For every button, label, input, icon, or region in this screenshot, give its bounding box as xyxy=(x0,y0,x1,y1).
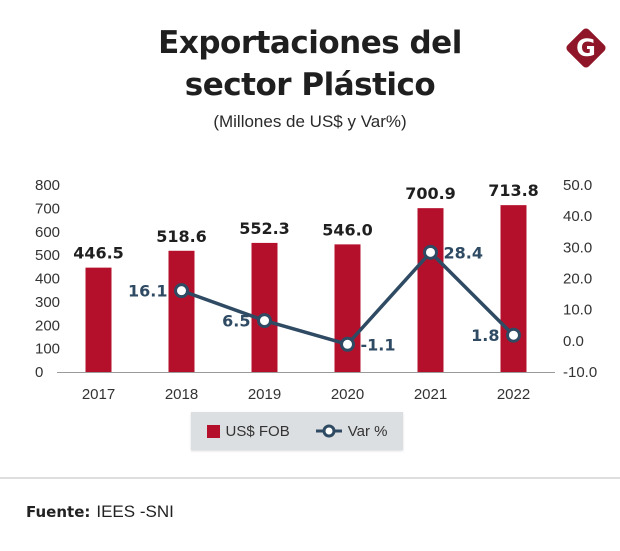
footer-divider xyxy=(0,477,620,479)
x-axis-labels: 2017 2018 2019 2020 2021 2022 xyxy=(82,386,530,403)
x-axis-tick-label: 2017 xyxy=(82,386,115,403)
bar-value-labels: 446.5 518.6 552.3 546.0 700.9 713.8 xyxy=(73,181,539,262)
right-axis-tick-label: 30.0 xyxy=(563,239,592,256)
var-value-label: 16.1 xyxy=(128,282,167,301)
chart-title-line-2: sector Plástico xyxy=(184,67,436,103)
left-axis-tick-label: 300 xyxy=(35,294,60,311)
legend-item-bar: US$ FOB xyxy=(206,422,290,440)
line-value-labels: 16.1 6.5 -1.1 28.4 1.8 xyxy=(128,243,499,354)
bar-value-label: 552.3 xyxy=(239,219,290,238)
chart-legend: US$ FOB Var % xyxy=(191,412,403,450)
legend-item-line: Var % xyxy=(315,422,388,440)
chart-title-line-1: Exportaciones del xyxy=(158,25,462,61)
bar xyxy=(500,205,527,372)
left-axis-tick-label: 500 xyxy=(35,247,60,264)
right-axis-tick-label: -10.0 xyxy=(563,364,597,381)
var-value-label: -1.1 xyxy=(361,335,396,354)
bar xyxy=(417,208,444,372)
var-point xyxy=(506,327,521,343)
bar-value-label: 518.6 xyxy=(156,227,207,246)
var-value-label: 28.4 xyxy=(444,243,483,262)
x-axis-tick-label: 2020 xyxy=(331,386,364,403)
bar xyxy=(168,250,195,372)
var-point xyxy=(257,313,272,329)
right-axis-tick-label: 0.0 xyxy=(563,333,584,350)
x-axis-tick-label: 2021 xyxy=(414,386,447,403)
left-axis: 0 100 200 300 400 500 600 700 800 xyxy=(35,177,60,381)
bar xyxy=(251,242,278,372)
left-axis-tick-label: 0 xyxy=(35,364,43,381)
source-note: Fuente: IEES -SNI xyxy=(26,502,174,522)
x-axis-tick-label: 2019 xyxy=(248,386,281,403)
chart-title: Exportaciones del sector Plástico xyxy=(0,22,620,106)
left-axis-tick-label: 700 xyxy=(35,200,60,217)
bar xyxy=(334,244,361,372)
combo-chart: 0 100 200 300 400 500 600 700 800 -10.0 0.0 10.0 20… xyxy=(35,177,597,403)
left-axis-tick-label: 100 xyxy=(35,341,60,358)
left-axis-tick-label: 800 xyxy=(35,177,60,194)
var-value-label: 1.8 xyxy=(471,326,499,345)
var-point xyxy=(340,336,355,352)
legend-line-marker-icon xyxy=(315,424,342,438)
bar-value-label: 546.0 xyxy=(322,220,373,239)
var-point xyxy=(174,283,189,299)
right-axis-tick-label: 20.0 xyxy=(563,271,592,288)
x-axis-tick-label: 2022 xyxy=(497,386,530,403)
line-series xyxy=(174,244,521,352)
source-label: Fuente: xyxy=(26,503,91,521)
left-axis-tick-label: 600 xyxy=(35,224,60,241)
legend-line-label: Var % xyxy=(347,422,388,440)
chart-subtitle: (Millones de US$ y Var%) xyxy=(213,112,407,131)
legend-bar-swatch xyxy=(206,424,220,438)
right-axis-tick-label: 40.0 xyxy=(563,208,592,225)
bar-value-label: 700.9 xyxy=(405,184,456,203)
legend-bar-label: US$ FOB xyxy=(225,422,290,440)
bar-value-label: 446.5 xyxy=(73,244,124,263)
source-value: IEES -SNI xyxy=(96,502,174,521)
bar-value-label: 713.8 xyxy=(488,181,539,200)
left-axis-tick-label: 200 xyxy=(35,317,60,334)
x-axis-tick-label: 2018 xyxy=(165,386,198,403)
left-axis-tick-label: 400 xyxy=(35,271,60,288)
right-axis-tick-label: 10.0 xyxy=(563,302,592,319)
bar xyxy=(85,267,112,372)
logo-letter: G xyxy=(576,34,596,62)
right-axis-tick-label: 50.0 xyxy=(563,177,592,194)
var-point xyxy=(423,244,438,260)
right-axis: -10.0 0.0 10.0 20.0 30.0 40.0 50.0 xyxy=(563,177,597,381)
brand-g-diamond-icon: G xyxy=(566,28,606,68)
var-value-label: 6.5 xyxy=(222,312,250,331)
